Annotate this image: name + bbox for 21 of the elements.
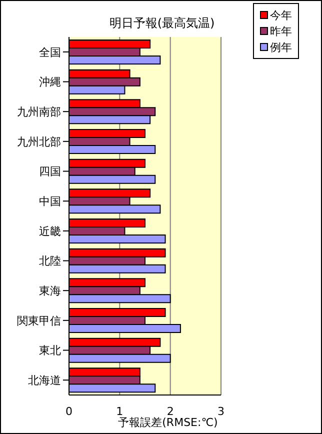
y-tick-label: 全国 bbox=[39, 46, 61, 59]
y-tick-label: 九州北部 bbox=[17, 135, 61, 148]
chart-title: 明日予報(最高気温) bbox=[109, 16, 215, 30]
x-tick-label: 0 bbox=[66, 404, 72, 418]
y-tick-label: 四国 bbox=[39, 165, 61, 178]
x-tick-label: 3 bbox=[218, 404, 224, 418]
x-tick-label: 2 bbox=[166, 404, 174, 418]
x-axis-title: 予報誤差(RMSE:℃) bbox=[118, 416, 218, 429]
y-tick-label: 沖縄 bbox=[39, 76, 61, 89]
y-tick-label: 北陸 bbox=[39, 254, 61, 268]
y-tick-label: 東海 bbox=[39, 284, 61, 298]
legend-label: 昨年 bbox=[270, 24, 292, 38]
y-tick-label: 関東甲信 bbox=[17, 314, 61, 328]
y-tick-label: 近畿 bbox=[39, 224, 61, 238]
x-tick-label: 1 bbox=[116, 404, 124, 418]
y-tick-label: 東北 bbox=[39, 344, 61, 358]
legend-label: 例年 bbox=[270, 40, 292, 54]
y-tick-label: 中国 bbox=[39, 194, 61, 208]
y-tick-label: 九州南部 bbox=[17, 105, 61, 118]
y-tick-label: 北海道 bbox=[28, 374, 61, 387]
legend-label: 今年 bbox=[270, 8, 292, 22]
